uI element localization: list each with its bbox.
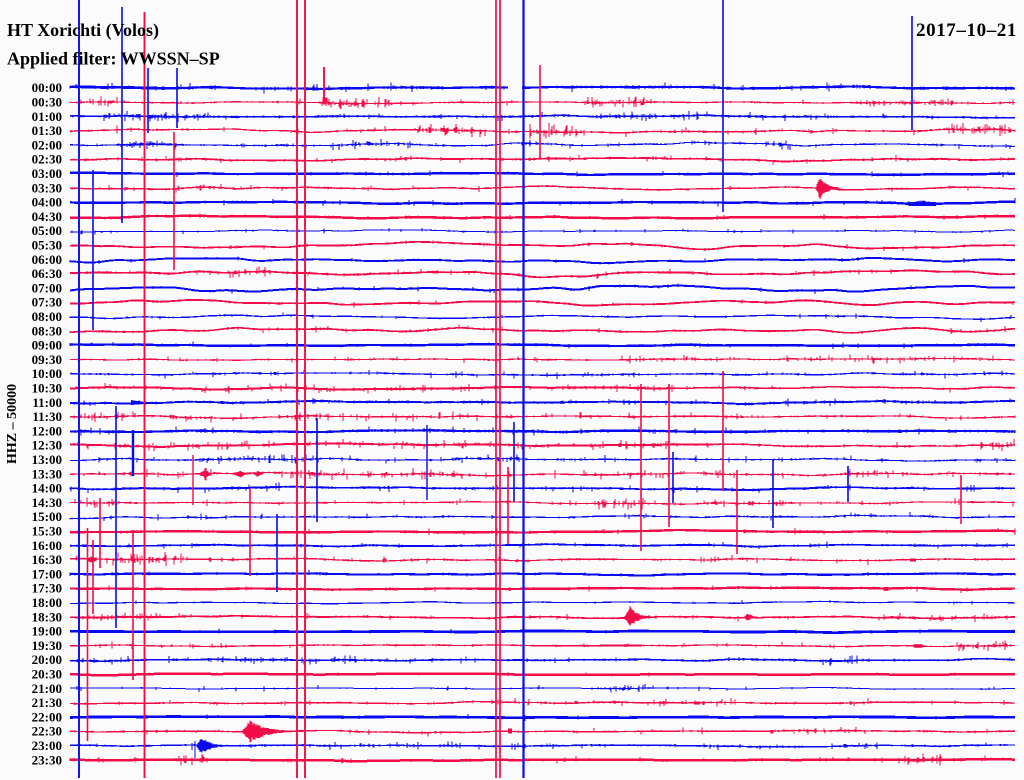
svg-text:18:00: 18:00 <box>32 595 62 610</box>
svg-text:02:30: 02:30 <box>32 152 62 167</box>
svg-text:23:00: 23:00 <box>32 738 62 753</box>
svg-text:14:30: 14:30 <box>32 495 62 510</box>
svg-text:10:30: 10:30 <box>32 381 62 396</box>
svg-text:17:30: 17:30 <box>32 581 62 596</box>
svg-text:2017–10–21: 2017–10–21 <box>916 20 1017 41</box>
svg-text:09:00: 09:00 <box>32 338 62 353</box>
svg-text:00:30: 00:30 <box>32 95 62 110</box>
svg-text:06:30: 06:30 <box>32 266 62 281</box>
svg-text:03:30: 03:30 <box>32 180 62 195</box>
svg-text:00:00: 00:00 <box>32 80 62 95</box>
svg-text:01:30: 01:30 <box>32 123 62 138</box>
svg-text:16:00: 16:00 <box>32 538 62 553</box>
svg-text:14:00: 14:00 <box>32 481 62 496</box>
svg-text:15:30: 15:30 <box>32 524 62 539</box>
svg-text:07:30: 07:30 <box>32 295 62 310</box>
svg-text:17:00: 17:00 <box>32 566 62 581</box>
svg-text:Applied filter: WWSSN–SP: Applied filter: WWSSN–SP <box>7 49 220 69</box>
svg-text:22:30: 22:30 <box>32 724 62 739</box>
svg-text:20:00: 20:00 <box>32 652 62 667</box>
svg-text:11:30: 11:30 <box>32 409 62 424</box>
svg-text:HHZ – 50000: HHZ – 50000 <box>5 384 20 464</box>
svg-text:12:30: 12:30 <box>32 438 62 453</box>
svg-text:01:00: 01:00 <box>32 109 62 124</box>
svg-text:21:30: 21:30 <box>32 695 62 710</box>
svg-text:06:00: 06:00 <box>32 252 62 267</box>
svg-text:04:00: 04:00 <box>32 195 62 210</box>
svg-text:21:00: 21:00 <box>32 681 62 696</box>
svg-text:08:30: 08:30 <box>32 323 62 338</box>
svg-text:12:00: 12:00 <box>32 423 62 438</box>
svg-text:20:30: 20:30 <box>32 667 62 682</box>
svg-text:11:00: 11:00 <box>32 395 62 410</box>
svg-text:15:00: 15:00 <box>32 509 62 524</box>
svg-text:04:30: 04:30 <box>32 209 62 224</box>
svg-text:07:00: 07:00 <box>32 280 62 295</box>
svg-text:19:00: 19:00 <box>32 624 62 639</box>
svg-text:05:00: 05:00 <box>32 223 62 238</box>
svg-text:18:30: 18:30 <box>32 609 62 624</box>
svg-text:HT Xorichti (Volos): HT Xorichti (Volos) <box>7 20 159 41</box>
svg-text:23:30: 23:30 <box>32 752 62 767</box>
svg-text:05:30: 05:30 <box>32 238 62 253</box>
svg-text:02:00: 02:00 <box>32 137 62 152</box>
svg-text:08:00: 08:00 <box>32 309 62 324</box>
svg-text:16:30: 16:30 <box>32 552 62 567</box>
svg-text:09:30: 09:30 <box>32 352 62 367</box>
svg-text:03:00: 03:00 <box>32 166 62 181</box>
svg-text:22:00: 22:00 <box>32 709 62 724</box>
svg-text:10:00: 10:00 <box>32 366 62 381</box>
svg-text:13:30: 13:30 <box>32 466 62 481</box>
svg-text:19:30: 19:30 <box>32 638 62 653</box>
svg-text:13:00: 13:00 <box>32 452 62 467</box>
